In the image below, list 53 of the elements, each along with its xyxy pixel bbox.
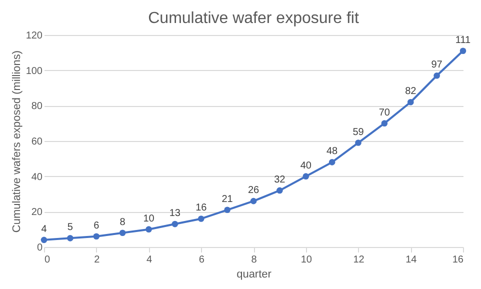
y-tick-label: 100	[26, 66, 43, 77]
point	[67, 235, 74, 242]
point	[381, 120, 388, 126]
data-label: 70	[378, 107, 390, 118]
point	[355, 140, 362, 146]
y-tick-label: 20	[31, 207, 43, 218]
data-label: 6	[94, 220, 100, 232]
data-label: 59	[352, 126, 364, 138]
point	[198, 216, 204, 222]
data-label: 26	[248, 185, 260, 196]
data-label: 40	[300, 160, 312, 172]
point	[302, 173, 310, 180]
x-tick-label: 14	[406, 254, 418, 266]
x-tick-label: 2	[94, 254, 100, 266]
chart-title: Cumulative wafer exposure fit	[148, 10, 360, 27]
x-tick-label: 10	[300, 254, 312, 266]
x-tick-label: 8	[251, 254, 258, 266]
x-axis-title: quarter	[236, 268, 272, 280]
data-label: 32	[274, 174, 286, 186]
x-tick-label: 4	[146, 254, 152, 266]
point	[93, 233, 100, 240]
data-label: 16	[196, 202, 208, 214]
data-label: 82	[405, 86, 417, 98]
point	[407, 98, 414, 106]
data-label: 5	[67, 222, 74, 234]
point	[119, 230, 126, 236]
y-tick-label: 80	[31, 101, 43, 112]
data-label: 4	[41, 224, 48, 235]
x-tick-label: 0	[44, 254, 50, 266]
data-label: 97	[431, 60, 443, 71]
point	[328, 159, 336, 166]
point	[434, 72, 440, 79]
x-tick-label: 6	[198, 254, 205, 266]
point	[460, 48, 466, 54]
data-label: 8	[120, 216, 126, 228]
y-tick-label: 120	[26, 30, 43, 42]
data-label: 111	[455, 34, 472, 46]
point	[224, 206, 230, 214]
y-tick-label: 60	[31, 136, 43, 148]
data-label: 21	[222, 194, 234, 205]
data-label: 48	[326, 146, 338, 158]
point	[40, 236, 48, 244]
data-label: 13	[169, 208, 181, 220]
y-axis-title: Cumulative wafers exposed (millions)	[10, 50, 23, 233]
y-tick-label: 40	[31, 172, 43, 183]
point	[276, 187, 283, 194]
y-tick-label: 0	[36, 242, 43, 254]
point	[146, 226, 152, 232]
x-tick-label: 16	[452, 254, 464, 266]
point	[172, 220, 178, 228]
x-tick-label: 12	[353, 254, 365, 266]
data-label: 10	[143, 213, 155, 224]
point	[250, 198, 257, 204]
